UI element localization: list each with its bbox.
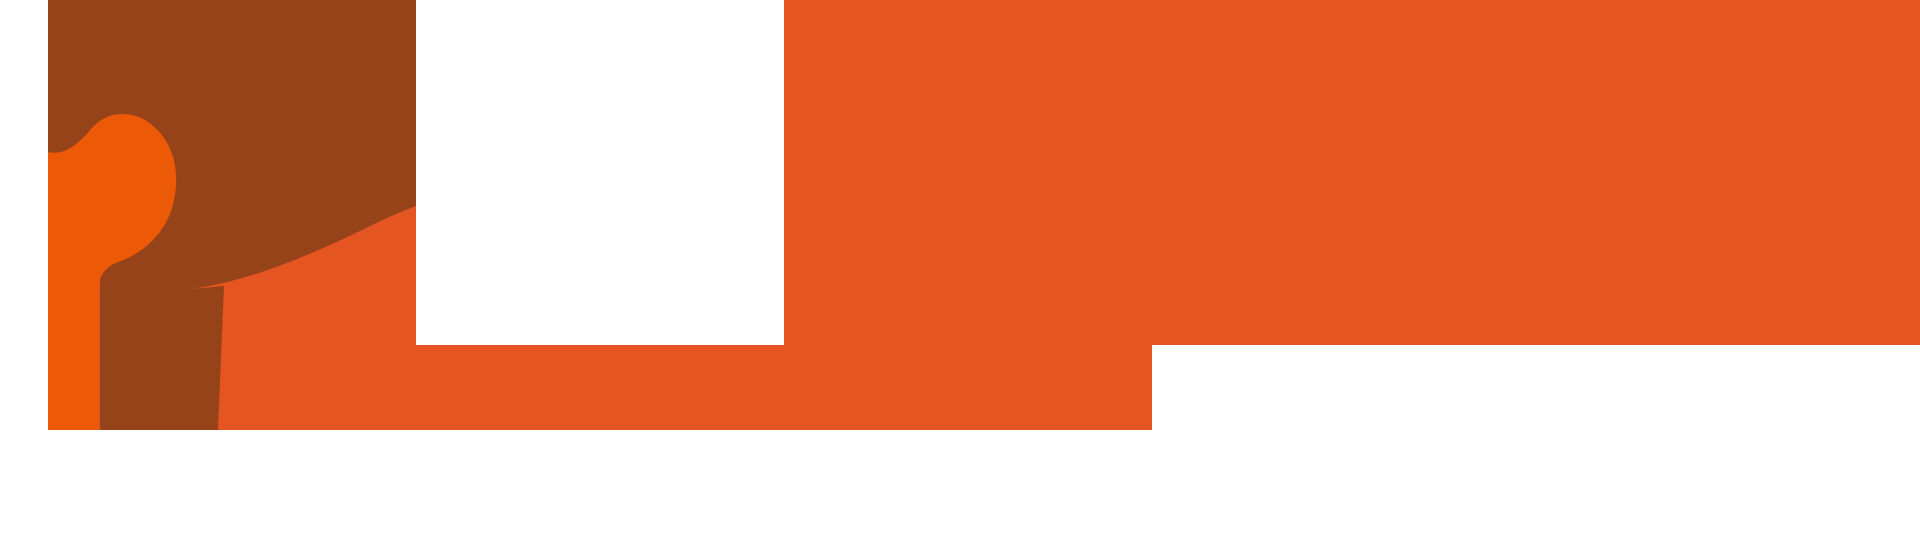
brown-stem-tail bbox=[190, 286, 224, 430]
brown-letterform bbox=[48, 0, 416, 430]
white-notch bbox=[416, 0, 784, 345]
orange-bright-bowl bbox=[48, 114, 177, 430]
